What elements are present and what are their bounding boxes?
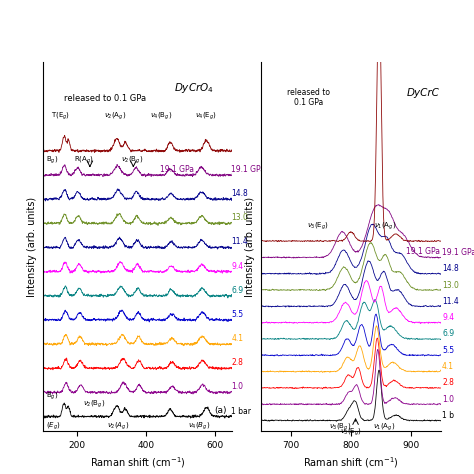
Text: 5.5: 5.5 <box>231 310 243 319</box>
Text: 19.1 GPa: 19.1 GPa <box>160 165 194 174</box>
Text: R(A$_g$): R(A$_g$) <box>74 155 94 166</box>
Text: $\nu_2$(A$_g$): $\nu_2$(A$_g$) <box>104 110 126 121</box>
Text: 19.1 GPa: 19.1 GPa <box>442 248 474 257</box>
Text: 14.8: 14.8 <box>231 189 248 198</box>
Text: 1 b: 1 b <box>442 411 454 420</box>
Text: 4.1: 4.1 <box>442 362 454 371</box>
Y-axis label: Intensity (arb. units): Intensity (arb. units) <box>27 196 37 297</box>
Text: 11.4: 11.4 <box>442 297 459 306</box>
Text: 14.8: 14.8 <box>442 264 459 273</box>
Text: $\nu_1$(A$_g$): $\nu_1$(A$_g$) <box>374 220 397 232</box>
Text: 6.9: 6.9 <box>442 329 454 338</box>
Text: $\nu_4$(B$_g$): $\nu_4$(B$_g$) <box>150 110 173 121</box>
Text: 11.4: 11.4 <box>231 237 248 246</box>
Text: $\nu_3$(B$_g$): $\nu_3$(B$_g$) <box>329 421 351 433</box>
Text: $(E_g)$: $(E_g)$ <box>46 420 61 432</box>
Text: 2.8: 2.8 <box>442 378 454 387</box>
Text: 6.9: 6.9 <box>231 286 243 295</box>
Text: T(E$_g$): T(E$_g$) <box>51 110 70 121</box>
Text: $\nu_2$(B$_g$): $\nu_2$(B$_g$) <box>121 155 144 166</box>
Text: 9.4: 9.4 <box>231 262 243 271</box>
Text: 13.0: 13.0 <box>442 281 459 290</box>
Text: $\nu_4$(E$_g$): $\nu_4$(E$_g$) <box>195 110 218 121</box>
X-axis label: Raman shift (cm$^{-1}$): Raman shift (cm$^{-1}$) <box>303 456 399 470</box>
Text: $\nu_3$(E$_g$): $\nu_3$(E$_g$) <box>307 220 328 232</box>
Text: B$_g$): B$_g$) <box>46 155 58 166</box>
Text: DyCrC: DyCrC <box>406 88 439 98</box>
Text: 5.5: 5.5 <box>442 346 454 355</box>
Text: 1.0: 1.0 <box>442 395 454 404</box>
Text: DyCrO$_4$: DyCrO$_4$ <box>174 82 214 95</box>
Text: B$_g$): B$_g$) <box>46 391 58 402</box>
Text: released to 0.1 GPa: released to 0.1 GPa <box>64 94 146 103</box>
Text: released to
0.1 GPa: released to 0.1 GPa <box>287 88 330 107</box>
Text: 19.1 GPa: 19.1 GPa <box>231 165 265 174</box>
Y-axis label: Intensity (arb. units): Intensity (arb. units) <box>245 196 255 297</box>
Text: 2.8: 2.8 <box>231 358 243 367</box>
Text: 4.1: 4.1 <box>231 334 243 343</box>
Text: 9.4: 9.4 <box>442 313 454 322</box>
Text: $\nu_2(A_g)$: $\nu_2(A_g)$ <box>108 420 129 432</box>
Text: 13.0: 13.0 <box>231 213 248 222</box>
Text: 19.1 GPa: 19.1 GPa <box>406 247 439 256</box>
Text: $\nu_1$(A$_g$): $\nu_1$(A$_g$) <box>373 421 395 433</box>
X-axis label: Raman shift (cm$^{-1}$): Raman shift (cm$^{-1}$) <box>90 456 185 470</box>
Text: $\nu_4(B_g)$: $\nu_4(B_g)$ <box>188 420 210 432</box>
Text: $\nu_2$(B$_g$): $\nu_2$(B$_g$) <box>82 399 105 410</box>
Text: (a): (a) <box>215 406 227 415</box>
Text: 1.0: 1.0 <box>231 383 243 392</box>
Text: $\nu_3$(E$_g$): $\nu_3$(E$_g$) <box>340 427 362 438</box>
Text: 1 bar: 1 bar <box>231 407 251 416</box>
